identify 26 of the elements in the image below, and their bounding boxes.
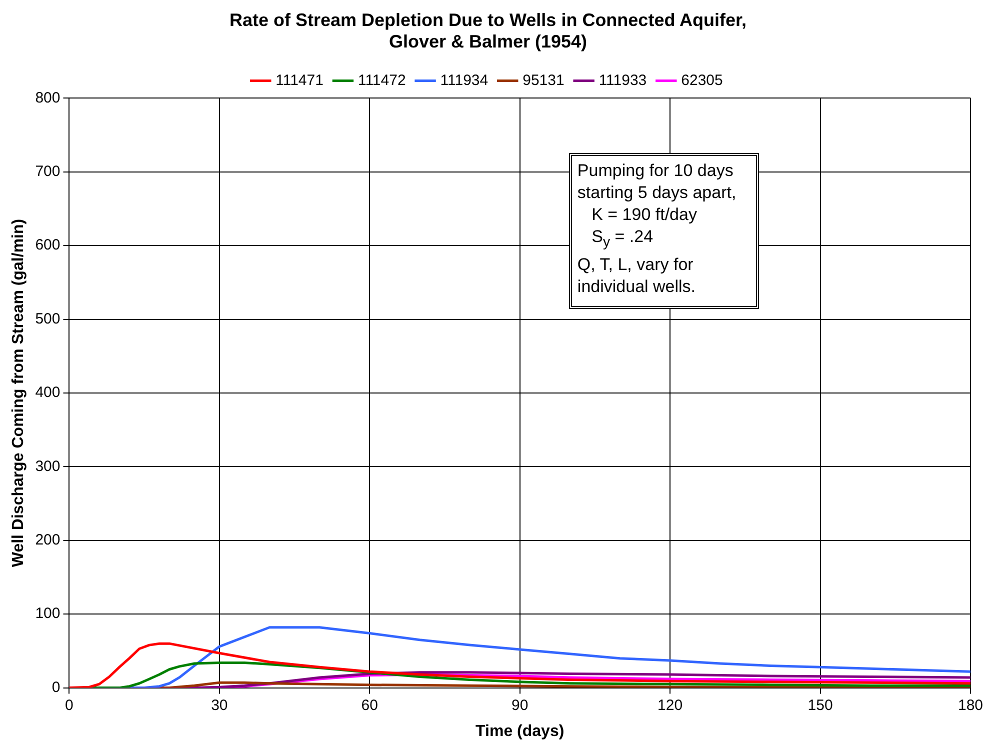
x-tick-label: 180 [958, 696, 983, 714]
chart-title: Rate of Stream Depletion Due to Wells in Connected Aquifer, Glover & Balmer (1954) [229, 10, 747, 52]
y-tick-label: 600 [35, 236, 60, 254]
annotation: Pumping for 10 days starting 5 days apart, K = 190 ft/day S$_{y}$ = .24 Q, T, L, vary for individual wells. [569, 153, 760, 309]
y-axis-title: Well Discharge Coming from Stream (gal/min) [10, 218, 28, 568]
y-tick-label: 300 [35, 458, 60, 475]
x-tick-label: 150 [808, 696, 833, 714]
legend-label: 62305 [681, 72, 723, 89]
x-tick-label: 60 [361, 696, 378, 714]
y-tick-label: 200 [35, 532, 60, 549]
x-tick-label: 120 [658, 696, 683, 714]
legend-label: 111934 [440, 72, 488, 89]
x-tick-label: 0 [65, 696, 74, 714]
y-tick-label: 500 [35, 310, 60, 328]
y-tick-label: 0 [52, 678, 60, 696]
x-tick-label: 30 [211, 696, 228, 714]
x-axis-title: Time (days) [476, 722, 564, 740]
y-tick-label: 100 [35, 605, 60, 622]
legend-label: 111933 [598, 72, 647, 89]
y-tick-label: 800 [35, 89, 60, 106]
y-tick-label: 400 [35, 384, 60, 402]
legend-label: 95131 [522, 72, 564, 89]
x-tick-label: 90 [512, 696, 528, 714]
legend-label: 111471 [276, 72, 324, 89]
y-tick-label: 700 [35, 163, 60, 180]
legend-label: 111472 [358, 72, 406, 89]
